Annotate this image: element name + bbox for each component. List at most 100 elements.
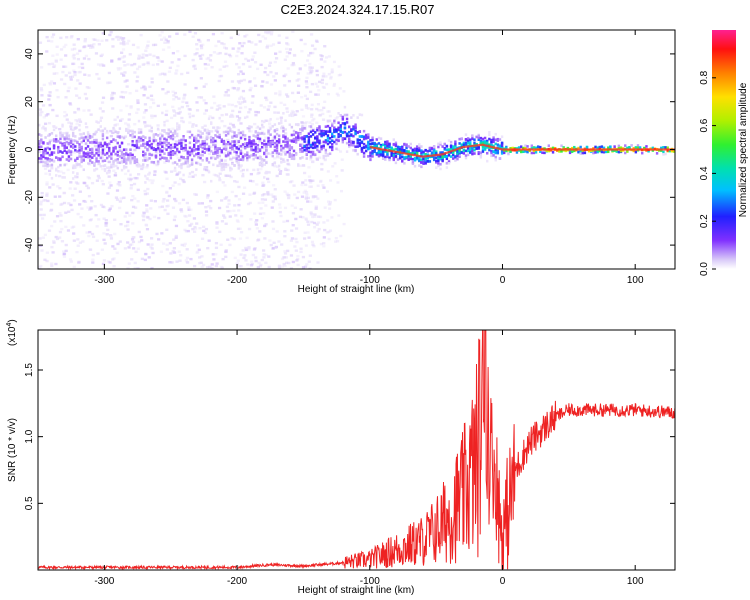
spectrogram-cell — [259, 63, 263, 66]
spectrogram-cell — [314, 134, 318, 138]
spectrogram-cell — [282, 149, 286, 152]
spectrogram-cell — [192, 217, 197, 220]
spectrogram-cell — [437, 157, 440, 161]
spectrogram-cell — [301, 126, 304, 130]
spectrogram-cell — [266, 152, 270, 155]
spectrogram-cell — [273, 79, 277, 82]
spectrogram-cell — [235, 146, 238, 149]
spectrogram-cell — [38, 160, 41, 164]
spectrogram-cell — [125, 153, 128, 156]
spectrogram-cell — [178, 125, 181, 129]
spectrogram-cell — [273, 52, 278, 55]
spectrogram-cell — [52, 241, 56, 244]
spectrogram-cell — [46, 39, 51, 43]
spectrogram-cell — [156, 127, 160, 131]
spectrogram-cell — [207, 170, 211, 174]
spectrogram-cell — [422, 152, 425, 155]
spectrogram-cell — [324, 151, 328, 155]
spectrogram-cell — [177, 250, 181, 253]
spectrogram-cell — [280, 157, 283, 161]
spectrogram-cell — [58, 236, 62, 239]
spectrogram-cell — [46, 142, 49, 145]
spectrogram-cell — [424, 157, 427, 161]
spectrogram-cell — [39, 208, 43, 211]
spectrogram-cell — [237, 155, 240, 158]
spectrogram-cell — [216, 126, 219, 129]
spectrogram-cell — [131, 236, 135, 239]
spectrogram-cell — [269, 133, 272, 136]
spectrogram-cell — [294, 249, 298, 252]
spectrogram-cell — [164, 92, 168, 95]
spectrogram-cell — [250, 260, 254, 263]
spectrogram-cell — [256, 239, 260, 242]
spectrogram-cell — [483, 146, 487, 150]
spectrogram-cell — [310, 82, 315, 86]
spectrogram-cell — [158, 73, 162, 76]
spectrogram-cell — [136, 247, 140, 250]
spectrogram-cell — [280, 265, 284, 268]
spectrogram-cell — [265, 155, 268, 159]
spectrogram-cell — [126, 63, 130, 66]
spectrogram-cell — [241, 62, 246, 66]
snr-x-tick-label: 0 — [500, 576, 506, 587]
spectrogram-cell — [577, 146, 580, 150]
spectrogram-cell — [40, 154, 43, 157]
spectrogram-cell — [280, 243, 284, 246]
spectrogram-cell — [302, 191, 306, 194]
spectrogram-cell — [44, 136, 47, 139]
spectrogram-cell — [229, 168, 232, 172]
spectrogram-cell — [153, 173, 157, 177]
spectrogram-cell — [266, 108, 270, 111]
spectrogram-cell — [125, 42, 130, 45]
spectrogram-cell — [315, 158, 319, 161]
spectrogram-cell — [80, 136, 83, 140]
spectrogram-cell — [230, 236, 234, 240]
spectrogram-cell — [226, 138, 230, 142]
spectrogram-cell — [329, 75, 333, 79]
spectrogram-cell — [119, 109, 123, 112]
spectrogram-cell — [335, 138, 338, 142]
spectrogram-cell — [186, 219, 190, 223]
spectrogram-cell — [220, 138, 224, 141]
spectrogram-cell — [336, 148, 340, 151]
spectrogram-cell — [203, 62, 207, 66]
spectrogram-cell — [193, 173, 197, 177]
spectrogram-cell — [348, 137, 351, 140]
spectrogram-cell — [263, 176, 266, 179]
spectrogram-cell — [171, 51, 176, 55]
spectrogram-cell — [74, 145, 77, 148]
spectrogram-cell — [186, 152, 190, 155]
spectrogram-cell — [322, 132, 325, 135]
spectrogram-cell — [227, 174, 232, 178]
spectrogram-cell — [160, 60, 164, 63]
spectrogram-cell — [273, 105, 277, 109]
spectrogram-cell — [42, 141, 45, 145]
spectrogram-cell — [95, 120, 98, 123]
spectrogram-cell — [91, 147, 94, 151]
spectrogram-cell — [82, 132, 85, 135]
spectrogram-cell — [254, 150, 257, 153]
spectrogram-cell — [147, 173, 151, 176]
spectrogram-cell — [143, 103, 148, 106]
spectrogram-cell — [188, 224, 192, 227]
spectrogram-cell — [160, 72, 165, 75]
spectrogram-cell — [473, 138, 476, 142]
spectrogram-cell — [231, 123, 235, 127]
spectrogram-cell — [326, 139, 330, 143]
spectrogram-cell — [246, 202, 251, 206]
spectrogram-cell — [188, 153, 192, 157]
spectrogram-cell — [61, 176, 64, 179]
spectrogram-cell — [342, 90, 346, 93]
spectrogram-cell — [78, 241, 82, 244]
spectrogram-cell — [135, 89, 139, 93]
spectrogram-cell — [135, 67, 140, 71]
spectrogram-cell — [362, 137, 366, 141]
spectrogram-cell — [77, 108, 81, 112]
spectrogram-cell — [209, 140, 213, 144]
spectrogram-cell — [231, 156, 236, 159]
spectrogram-cell — [277, 264, 281, 268]
spectrogram-cell — [381, 152, 385, 155]
spectrogram-cell — [46, 199, 50, 203]
spectrogram-cell — [163, 130, 166, 134]
spectrogram-cell — [118, 127, 122, 130]
